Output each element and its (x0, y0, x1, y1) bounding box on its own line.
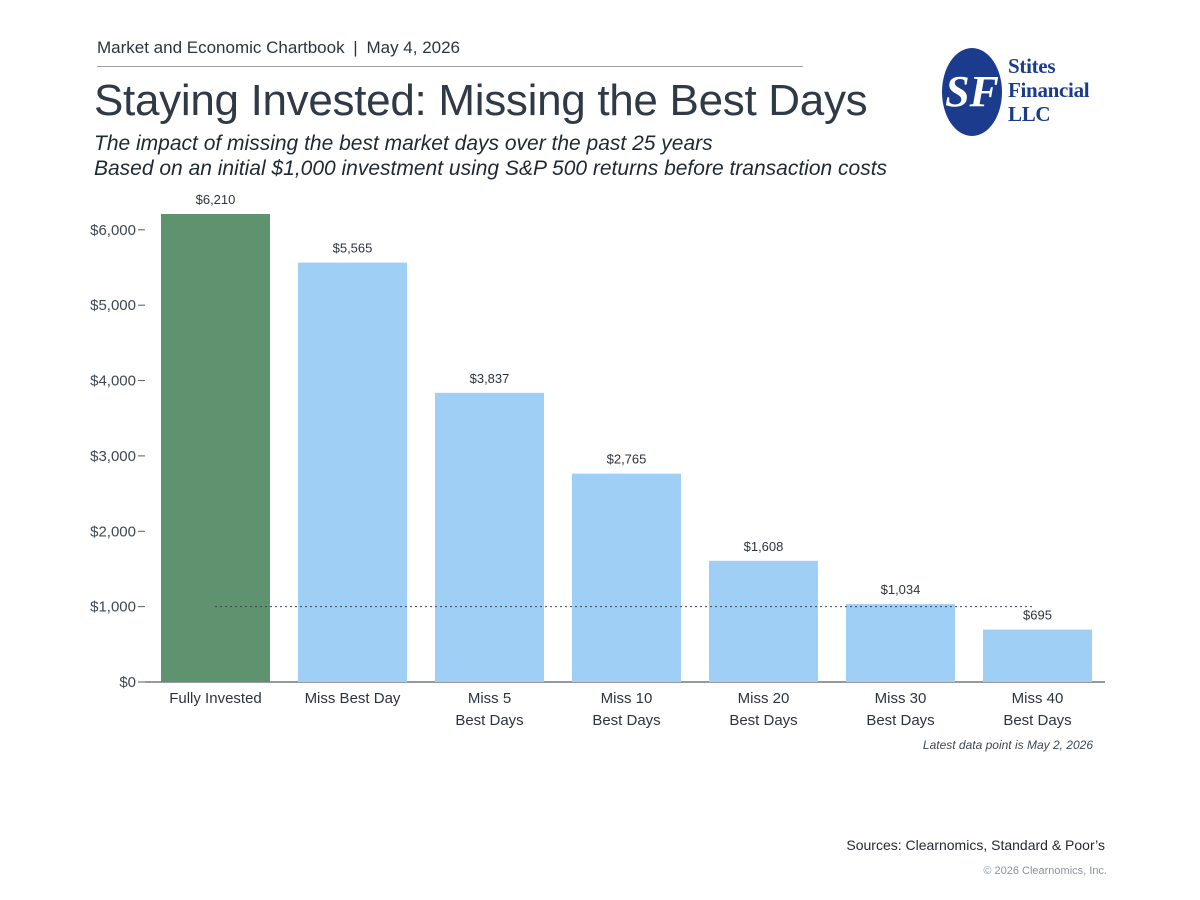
y-tick-label: $4,000 (90, 373, 136, 390)
logo-monogram: SF (945, 67, 999, 116)
x-category-label: Miss 20 (738, 690, 790, 707)
data-note: Latest data point is May 2, 2026 (922, 738, 1093, 752)
y-tick-label: $1,000 (90, 599, 136, 616)
copyright-text: © 2026 Clearnomics, Inc. (983, 865, 1107, 877)
x-category-label: Miss 40 (1012, 690, 1064, 707)
y-tick-label: $3,000 (90, 448, 136, 465)
x-category-label: Miss Best Day (305, 690, 401, 707)
bar-value-label: $695 (1023, 608, 1052, 623)
logo-line-1: Stites (1008, 54, 1056, 78)
x-category-label: Best Days (592, 712, 660, 729)
bars (161, 214, 1092, 682)
logo-line-2: Financial (1008, 78, 1090, 102)
logo-wordmark: Stites Financial LLC (1008, 54, 1090, 126)
bar-value-label: $1,608 (744, 539, 784, 554)
bar (435, 392, 544, 682)
bar (846, 604, 955, 682)
bar (161, 214, 270, 682)
x-category-label: Miss 10 (601, 690, 653, 707)
header-divider (97, 66, 803, 67)
company-logo: SF (942, 48, 1002, 136)
x-category-label: Best Days (729, 712, 797, 729)
bar-value-label: $2,765 (607, 452, 647, 467)
logo-line-3: LLC (1008, 102, 1051, 126)
y-tick-label: $6,000 (90, 222, 136, 239)
page-title: Staying Invested: Missing the Best Days (94, 76, 868, 125)
subtitle-line-1: The impact of missing the best market da… (94, 132, 713, 155)
x-category-label: Miss 5 (468, 690, 511, 707)
x-category-label: Miss 30 (875, 690, 927, 707)
bar (298, 262, 407, 682)
header-separator: | (353, 38, 358, 57)
x-category-label: Best Days (1003, 712, 1071, 729)
x-category-label: Best Days (866, 712, 934, 729)
bar (709, 560, 818, 682)
bar (572, 473, 681, 682)
x-category-label: Best Days (455, 712, 523, 729)
logo-oval (942, 48, 1002, 136)
value-labels: $6,210 $5,565 $3,837 $2,765 $1,608 $1,034 $695 (196, 192, 1052, 623)
bar-value-label: $6,210 (196, 192, 236, 207)
bar-value-label: $3,837 (470, 371, 510, 386)
chartbook-header: Market and Economic Chartbook | May 4, 2… (97, 38, 460, 58)
y-tick-label: $2,000 (90, 523, 136, 540)
y-tick-label: $0 (119, 674, 136, 691)
publication-date: May 4, 2026 (366, 38, 461, 57)
y-tick-label: $5,000 (90, 297, 136, 314)
subtitle-line-2: Based on an initial $1,000 investment us… (94, 157, 888, 180)
bar-value-label: $5,565 (333, 241, 373, 256)
x-axis-labels: Fully Invested Miss Best Day Miss 5 Best Da… (169, 690, 1071, 729)
bar-value-label: $1,034 (881, 582, 921, 597)
bar (983, 629, 1092, 682)
sources-text: Sources: Clearnomics, Standard & Poor’s (846, 837, 1105, 853)
x-category-label: Fully Invested (169, 690, 262, 707)
publication-name: Market and Economic Chartbook (97, 38, 345, 57)
